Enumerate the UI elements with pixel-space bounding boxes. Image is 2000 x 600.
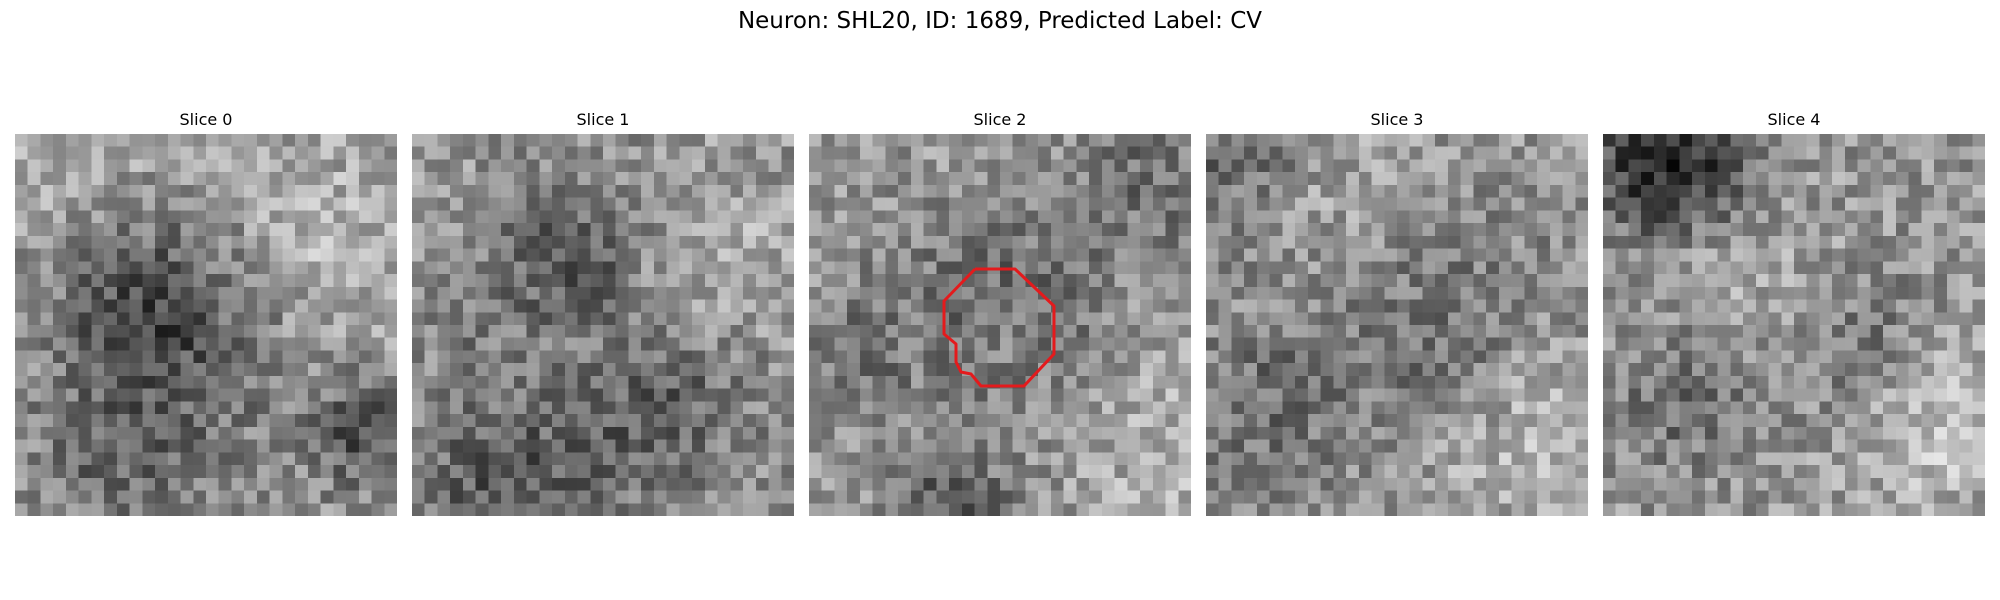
- slice-title: Slice 0: [179, 110, 233, 129]
- slice-panel-0: Slice 0: [15, 108, 397, 516]
- slice-image-frame: [1206, 134, 1588, 516]
- roi-contour-overlay: [942, 267, 1056, 388]
- slice-title: Slice 4: [1767, 110, 1821, 129]
- slice-title: Slice 2: [973, 110, 1027, 129]
- slice-panel-2: Slice 2: [809, 108, 1191, 516]
- slice-image: [15, 134, 397, 516]
- slice-image-frame: [412, 134, 794, 516]
- slice-image-frame: [15, 134, 397, 516]
- slice-image-frame: [1603, 134, 1985, 516]
- slice-image-frame: [809, 134, 1191, 516]
- slice-panel-3: Slice 3: [1206, 108, 1588, 516]
- slice-image: [1206, 134, 1588, 516]
- slice-image: [809, 134, 1191, 516]
- slice-title: Slice 3: [1370, 110, 1424, 129]
- roi-contour: [942, 267, 1056, 388]
- slice-image: [1603, 134, 1985, 516]
- figure-title: Neuron: SHL20, ID: 1689, Predicted Label…: [737, 8, 1263, 34]
- slice-title: Slice 1: [576, 110, 630, 129]
- slice-image: [412, 134, 794, 516]
- slice-panel-4: Slice 4: [1603, 108, 1985, 516]
- slice-panel-1: Slice 1: [412, 108, 794, 516]
